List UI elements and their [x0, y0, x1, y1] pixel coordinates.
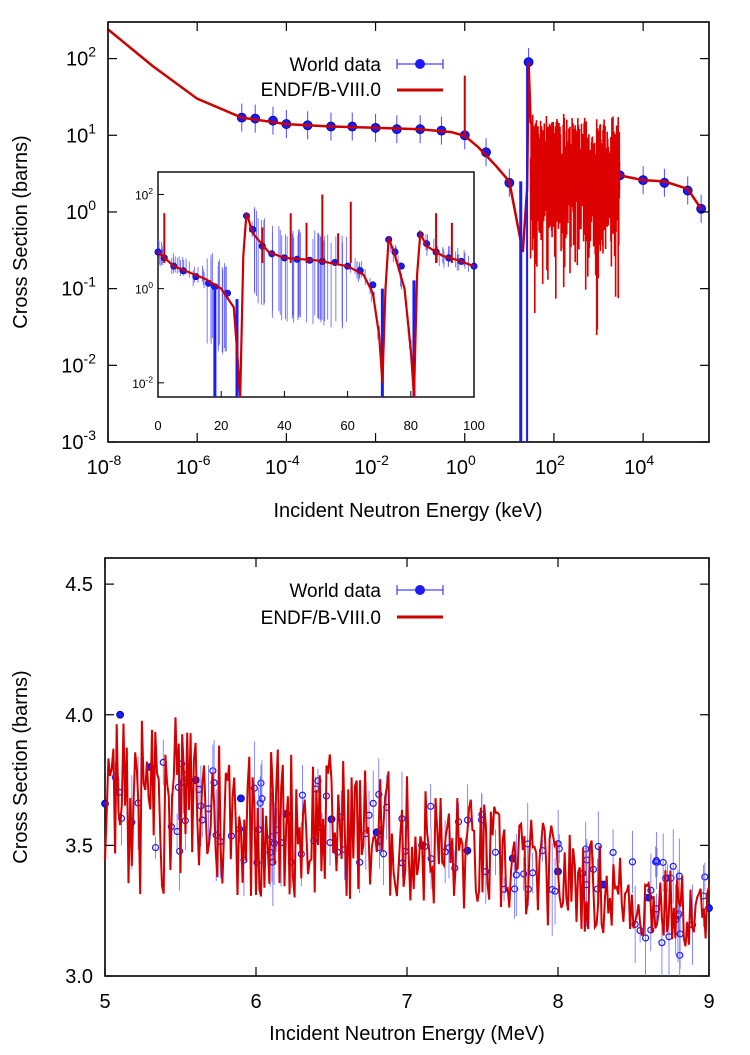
top-y-tick-label-4: 101 — [66, 120, 96, 147]
top-ylabel: Cross Section (barns) — [10, 135, 32, 328]
bottom-data-cloud-point-69 — [520, 870, 528, 878]
inset-y-tick-label-0: 10-2 — [132, 374, 153, 390]
bottom-x-tick-label-4: 9 — [703, 991, 714, 1013]
bottom-data-cloud-point-66 — [701, 873, 709, 881]
inset-axes: 0 20 40 60 80 100 10-2 100 102 — [132, 186, 485, 433]
top-data-layer — [107, 28, 707, 442]
top-y-tick-label-2: 10-1 — [61, 274, 96, 301]
top-plot-frame — [107, 21, 710, 443]
top-x-tick-label-1: 10-6 — [176, 452, 211, 479]
bottom-data-cloud-point-86 — [628, 858, 637, 866]
top-legend-symbol-data — [396, 59, 444, 69]
bottom-data-cloud-point-12 — [511, 885, 519, 893]
bottom-data-cloud-point-76 — [314, 777, 322, 785]
top-legend-label-endf: ENDF/B-VIII.0 — [261, 80, 381, 101]
inset-x-tick-label-0: 0 — [154, 418, 161, 433]
inset-x-tick-label-1: 20 — [214, 418, 228, 433]
top-x-tick-label-4: 100 — [446, 452, 476, 479]
bottom-data-cloud-point-88 — [669, 862, 677, 870]
inset-x-tick-label-5: 100 — [463, 418, 485, 433]
bottom-data-layer — [101, 710, 713, 976]
bottom-data-cloud-point-56 — [512, 871, 520, 879]
inset-endf-line — [157, 212, 475, 398]
top-legend: World data ENDF/B-VIII.0 — [261, 55, 444, 101]
bottom-data-cloud-point-6 — [256, 799, 264, 807]
bottom-data-cloud-point-3 — [257, 779, 265, 787]
top-y-tick-label-3: 100 — [66, 197, 96, 224]
top-legend-label-data: World data — [289, 55, 381, 76]
bottom-y-tick-label-3: 4.5 — [65, 574, 93, 596]
bottom-data-cloud-point-9 — [641, 934, 650, 942]
bottom-chart: 5 6 7 8 9 3.0 3.5 4.0 4.5 World data ENDF/B-VIII… — [10, 557, 715, 1045]
bottom-x-tick-label-0: 5 — [99, 991, 110, 1013]
top-endf-resonance-forest — [529, 113, 621, 336]
top-x-tick-label-2: 10-4 — [265, 452, 300, 479]
bottom-data-cloud-point-15 — [151, 843, 160, 852]
top-chart: 10-8 10-6 10-4 10-2 100 102 104 10-3 10-2 10-1 100… — [10, 21, 710, 522]
bottom-data-cloud-point-72 — [609, 848, 617, 857]
inset-y-tick-label-1: 100 — [135, 280, 153, 296]
bottom-xlabel: Incident Neutron Energy (MeV) — [269, 1023, 545, 1045]
bottom-x-tick-label-1: 6 — [250, 991, 261, 1013]
top-y-tick-label-1: 10-2 — [61, 350, 96, 377]
bottom-data-cloud-point-118 — [652, 856, 661, 865]
top-x-tick-label-0: 10-8 — [87, 452, 122, 479]
bottom-axes: 5 6 7 8 9 3.0 3.5 4.0 4.5 — [65, 558, 715, 1013]
top-axes: 10-8 10-6 10-4 10-2 100 102 104 10-3 10-2 10-1 100… — [61, 22, 709, 479]
bottom-data-cloud-point-98 — [427, 802, 435, 810]
inset-data-layer — [154, 194, 478, 398]
bottom-data-point-4 — [236, 794, 245, 803]
top-y-tick-label-0: 10-3 — [61, 427, 96, 454]
bottom-x-tick-label-2: 7 — [401, 991, 412, 1013]
bottom-x-tick-label-3: 8 — [552, 991, 563, 1013]
inset-x-tick-label-2: 40 — [277, 418, 291, 433]
bottom-data-cloud-point-10 — [369, 799, 377, 808]
bottom-legend-label-endf: ENDF/B-VIII.0 — [261, 608, 381, 629]
bottom-data-cloud-point-116 — [551, 887, 559, 895]
inset-x-tick-label-3: 60 — [340, 418, 354, 433]
top-y-tick-label-5: 102 — [66, 44, 96, 71]
bottom-data-cloud-point-112 — [491, 848, 500, 856]
bottom-y-tick-label-1: 3.5 — [65, 835, 93, 857]
top-x-tick-label-5: 102 — [535, 452, 565, 479]
inset-chart: 0 20 40 60 80 100 10-2 100 102 — [132, 171, 485, 433]
bottom-data-cloud-point-61 — [298, 791, 307, 799]
bottom-data-cloud-point-35 — [658, 939, 666, 947]
top-xlabel: Incident Neutron Energy (keV) — [273, 500, 542, 522]
top-x-tick-label-3: 10-2 — [354, 452, 389, 479]
bottom-legend: World data ENDF/B-VIII.0 — [261, 581, 444, 629]
bottom-y-tick-label-0: 3.0 — [65, 966, 93, 988]
bottom-endf-line — [104, 717, 710, 947]
top-x-tick-label-6: 104 — [624, 452, 654, 479]
bottom-legend-label-data: World data — [289, 581, 381, 602]
bottom-data-cloud-point-57 — [594, 842, 602, 851]
bottom-data-point-1 — [116, 710, 124, 719]
inset-y-tick-label-2: 102 — [135, 186, 153, 202]
bottom-ylabel: Cross Section (barns) — [10, 670, 32, 863]
bottom-legend-symbol-data — [396, 585, 444, 595]
bottom-data-cloud-point-47 — [379, 850, 388, 858]
inset-x-tick-label-4: 80 — [404, 418, 418, 433]
bottom-y-tick-label-2: 4.0 — [65, 705, 93, 727]
